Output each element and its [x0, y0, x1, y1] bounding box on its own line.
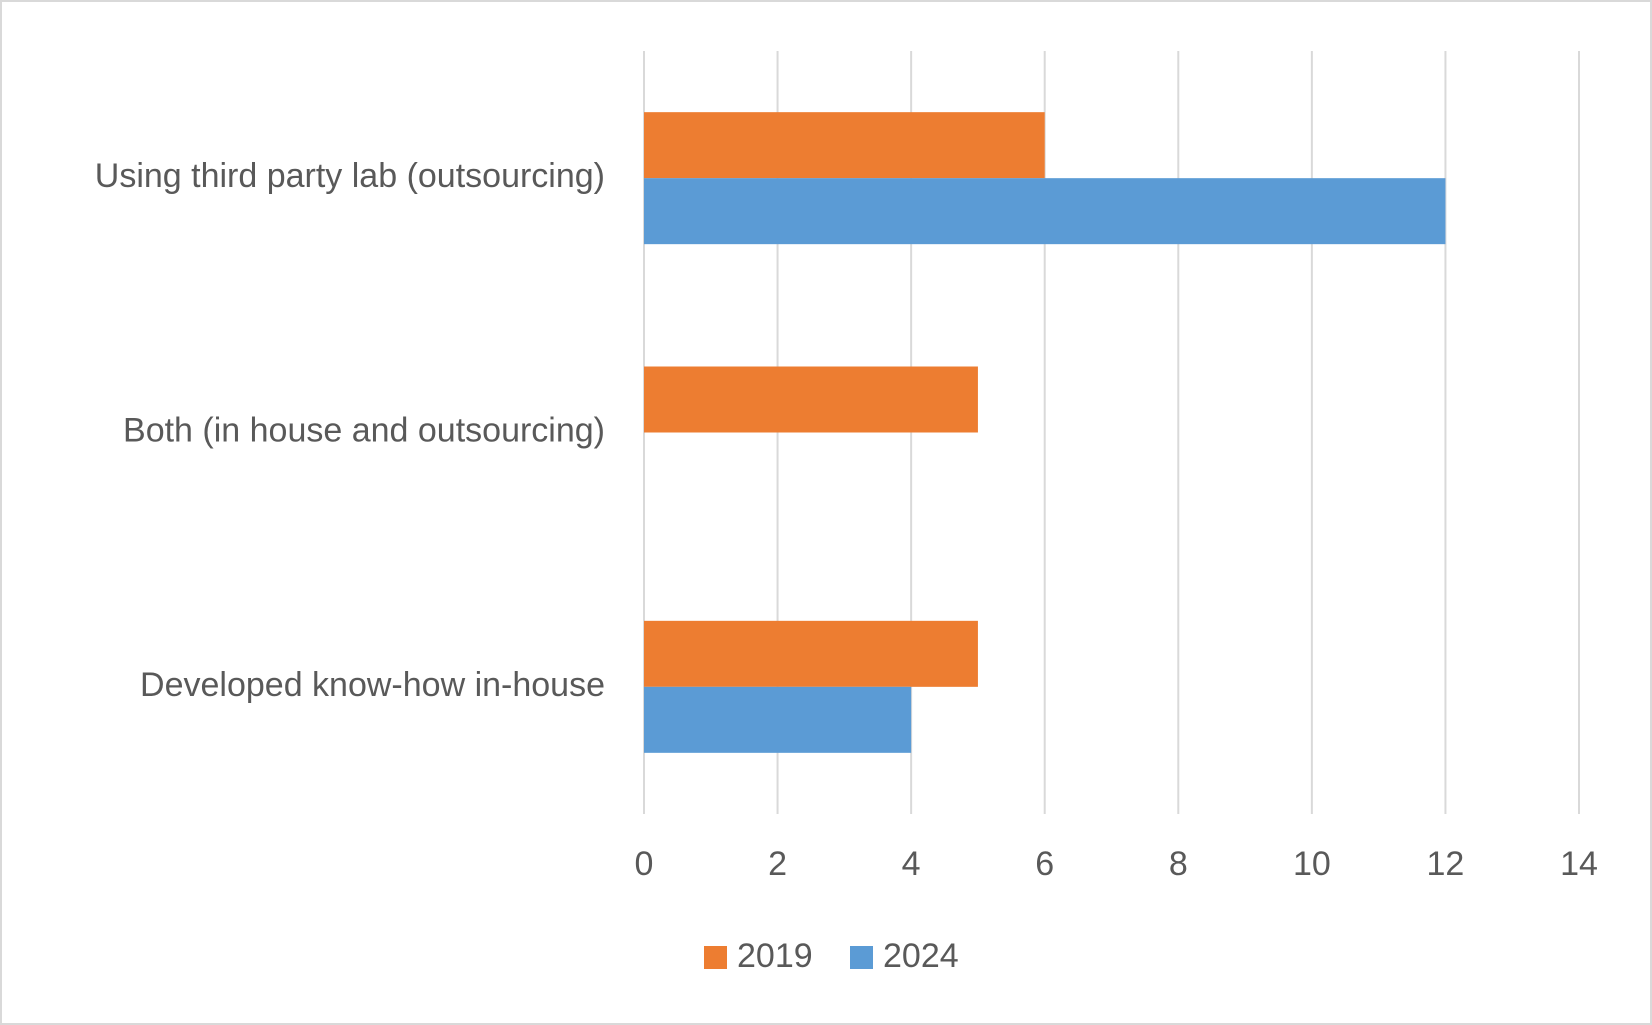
- legend-swatch: [850, 946, 873, 969]
- bar: [644, 366, 978, 433]
- y-tick-label: Developed know-how in-house: [140, 666, 605, 704]
- x-tick-label: 6: [1035, 845, 1054, 883]
- x-tick-label: 12: [1427, 845, 1465, 883]
- x-tick-label: 4: [902, 845, 921, 883]
- legend-label: 2019: [737, 937, 813, 975]
- y-tick-label: Using third party lab (outsourcing): [95, 157, 605, 195]
- x-tick-label: 8: [1169, 845, 1188, 883]
- x-tick-label: 10: [1293, 845, 1331, 883]
- bar: [644, 178, 1446, 245]
- x-tick-label: 0: [635, 845, 654, 883]
- bar: [644, 686, 912, 753]
- bar: [644, 112, 1045, 179]
- x-tick-label: 2: [768, 845, 787, 883]
- y-tick-label: Both (in house and outsourcing): [123, 411, 605, 449]
- bar: [644, 620, 978, 687]
- legend-label: 2024: [883, 937, 959, 975]
- legend-swatch: [704, 946, 727, 969]
- x-tick-label: 14: [1560, 845, 1598, 883]
